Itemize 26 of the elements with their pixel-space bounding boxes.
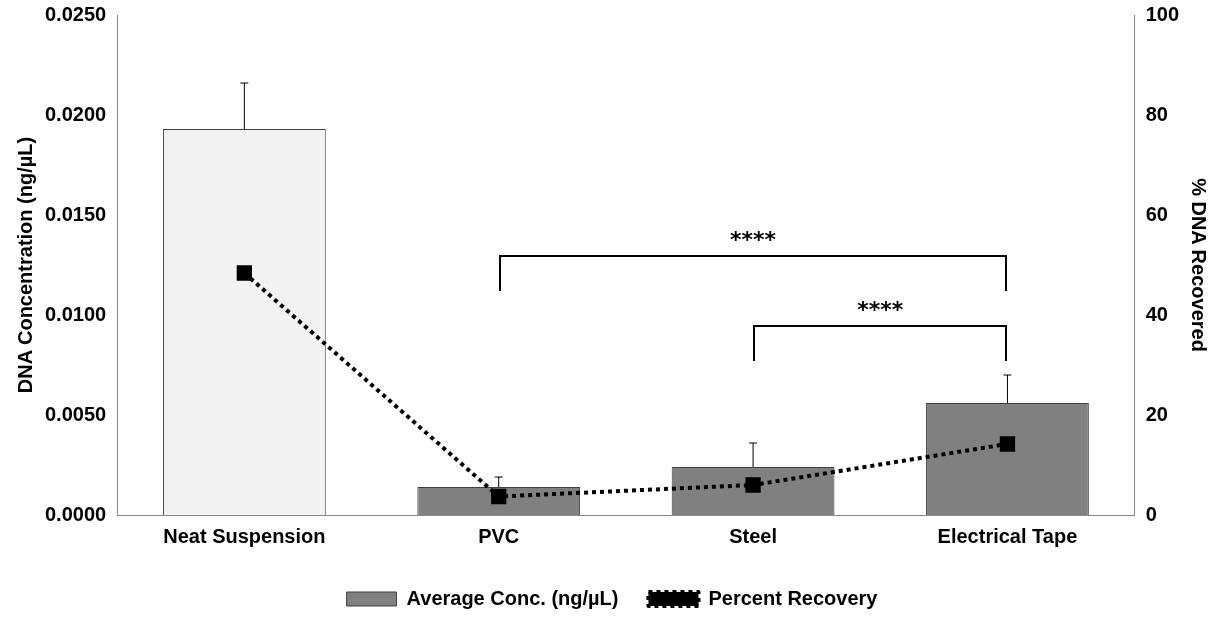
y-tick-label: 0.0200 bbox=[45, 102, 107, 125]
x-tick-label: Neat Suspension bbox=[163, 524, 326, 547]
y-tick-label: 0.0250 bbox=[45, 2, 107, 25]
point bbox=[491, 488, 507, 505]
y2-axis-title: % DNA Recovered bbox=[1188, 178, 1211, 352]
y2-tick-label: 40 bbox=[1145, 302, 1168, 325]
y2-tick-label: 60 bbox=[1145, 202, 1168, 225]
y2-tick-label: 100 bbox=[1145, 2, 1180, 25]
y-tick-label: 0.0150 bbox=[45, 202, 107, 225]
legend-label: Average Conc. (ng/µL) bbox=[406, 586, 619, 609]
x-tick-label: Steel bbox=[729, 524, 777, 547]
point bbox=[236, 265, 253, 281]
point bbox=[999, 436, 1016, 452]
y-axis-title: DNA Concentration (ng/µL) bbox=[13, 136, 36, 394]
annotation: **** bbox=[730, 227, 777, 252]
y2-tick-label: 20 bbox=[1145, 402, 1168, 425]
legend-label: Percent Recovery bbox=[708, 586, 879, 609]
y2-tick-label: 80 bbox=[1145, 102, 1168, 125]
y-tick-label: 0.0100 bbox=[45, 302, 107, 325]
y-tick-label: 0.0000 bbox=[45, 502, 107, 525]
annotation: **** bbox=[857, 297, 904, 322]
y-tick-label: 0.0050 bbox=[45, 402, 107, 425]
y2-tick-label: 0 bbox=[1145, 502, 1157, 525]
x-tick-label: PVC bbox=[478, 524, 520, 547]
x-tick-label: Electrical Tape bbox=[937, 524, 1078, 547]
point bbox=[745, 477, 761, 493]
